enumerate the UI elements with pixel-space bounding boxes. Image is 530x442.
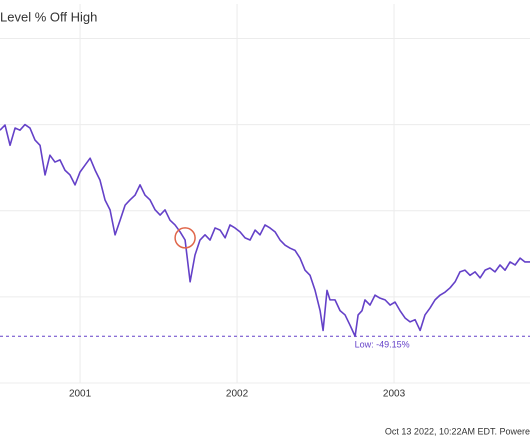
x-tick-label: 2002 — [226, 389, 249, 400]
x-tick-label: 2003 — [383, 389, 406, 400]
chart-title: Level % Off High — [0, 9, 97, 24]
event-marker — [174, 227, 196, 249]
low-label: Low: -49.15% — [355, 340, 410, 350]
series-line — [0, 123, 530, 338]
footer: Oct 13 2022, 10:22AM EDT. Powere — [385, 426, 530, 436]
x-tick-label: 2001 — [69, 389, 92, 400]
